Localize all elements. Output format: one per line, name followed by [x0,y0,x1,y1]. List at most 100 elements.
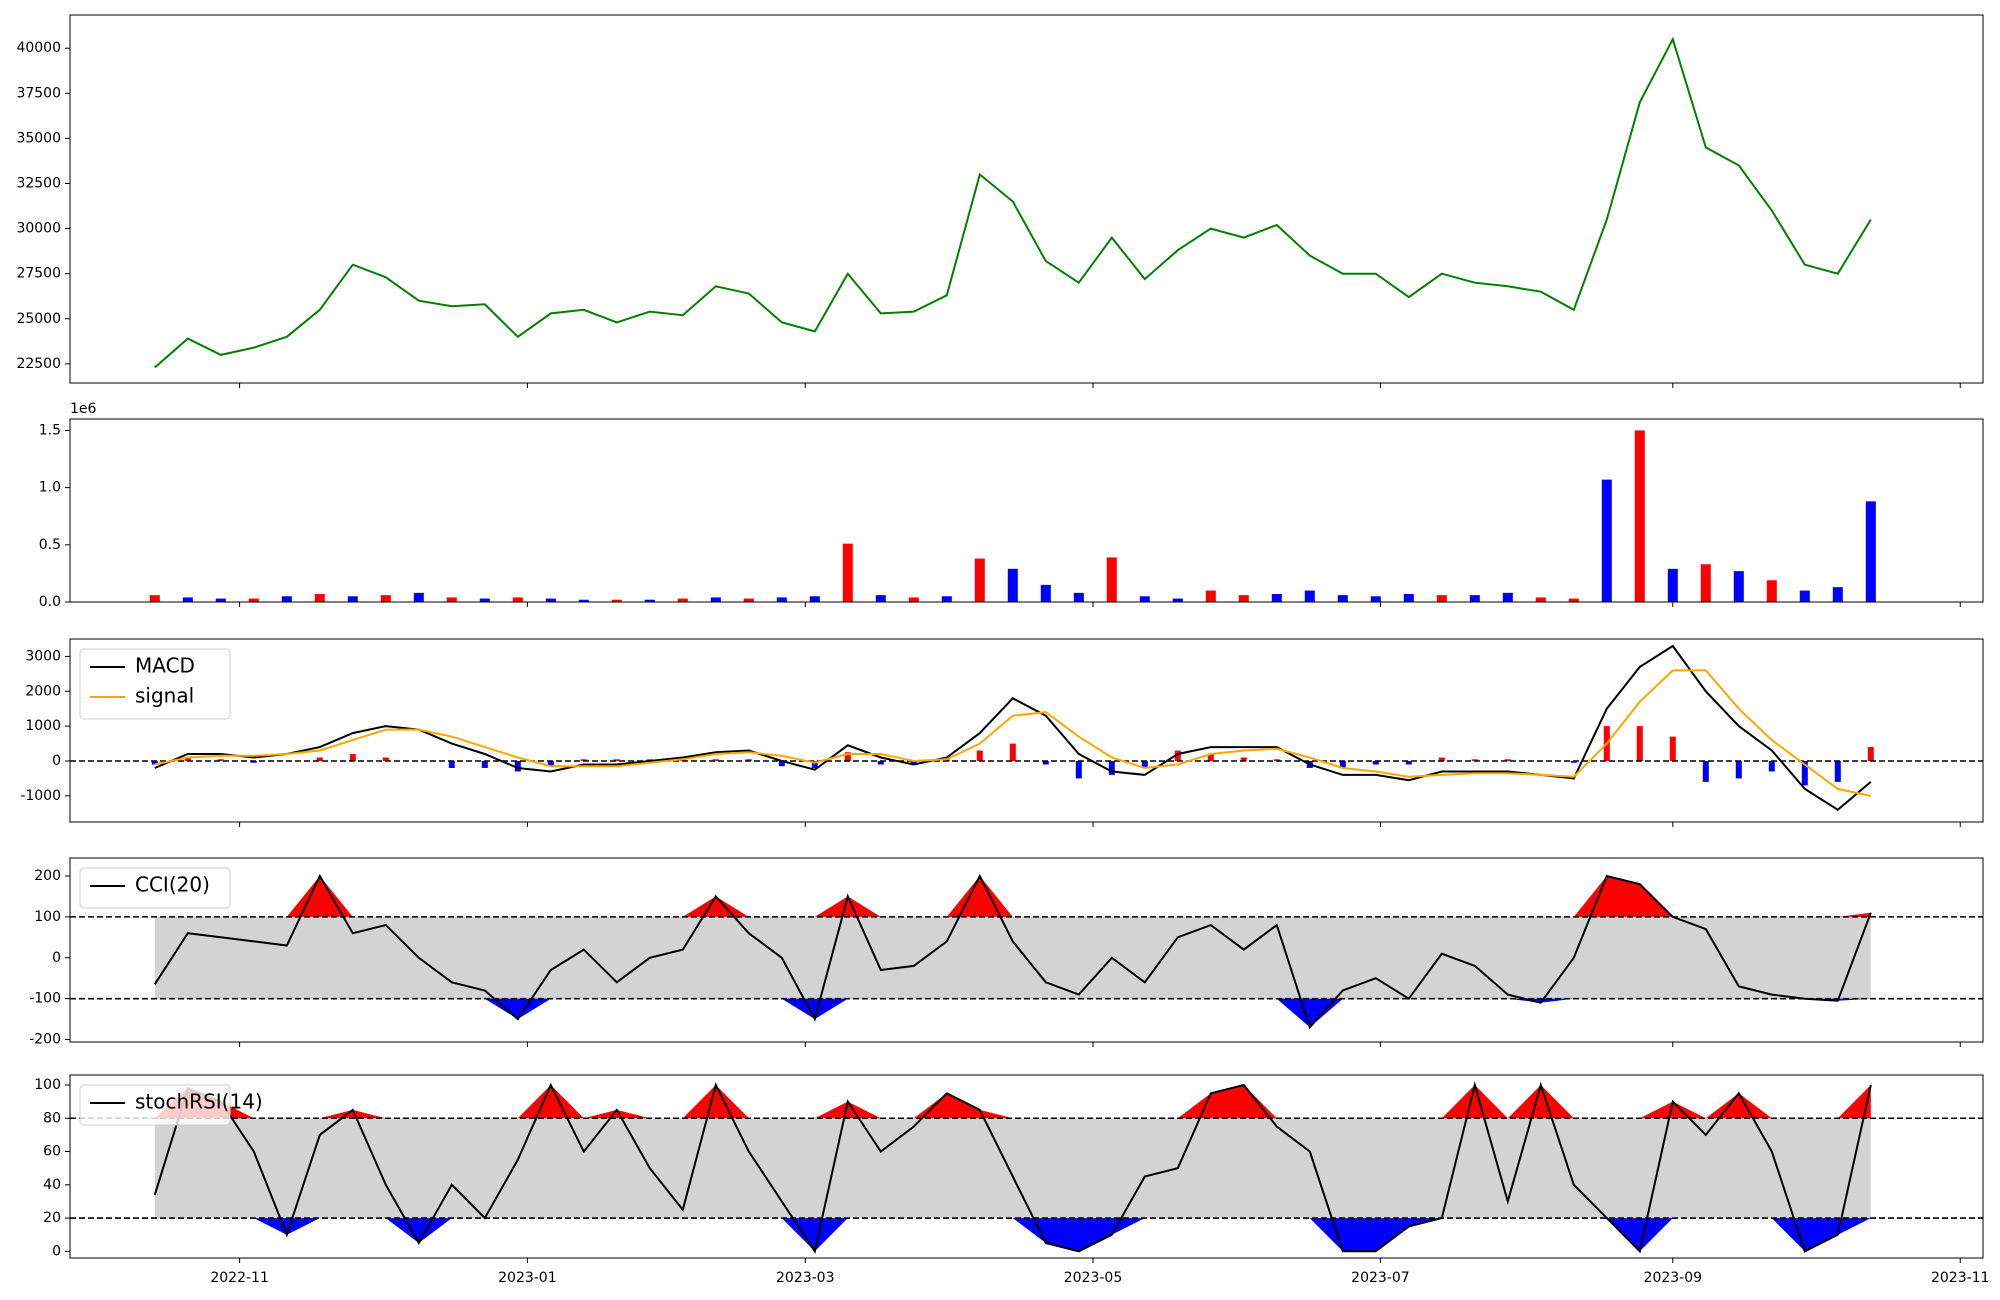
legend-label: stochRSI(14) [135,1090,263,1114]
volume-bar [1337,595,1348,602]
histogram-bar [1768,761,1775,772]
volume-bar [413,592,424,602]
y-tick-label: 1.5 [39,422,61,438]
volume-bar [1040,584,1051,602]
y-tick-label: 22500 [16,356,61,372]
volume-bar [1469,595,1480,602]
y-tick-label: 0.5 [39,537,61,553]
volume-bar [1139,596,1150,602]
histogram-bar [1075,761,1082,779]
volume-bar [776,597,787,602]
volume-bar [446,597,457,602]
histogram-bar [712,759,719,761]
series-line [154,669,1872,797]
series-line [153,1081,1872,1254]
volume-bar [1205,590,1216,602]
histogram-bar [1207,754,1214,761]
y-tick-label: 37500 [16,85,61,101]
volume-bar [974,558,985,602]
legend: stochRSI(14) [79,1084,263,1126]
volume-bar [1601,479,1612,602]
y-tick-label: 100 [34,1077,61,1093]
volume-bar [1238,595,1249,602]
plot-area [149,430,1876,602]
axes-frame [69,418,1984,603]
plot-area [70,873,1983,1030]
axes-frame [69,14,1984,384]
volume-bar [1502,592,1513,602]
histogram-bar [910,761,917,765]
volume-bar [1304,590,1315,602]
y-tick-label: 40000 [16,40,61,56]
volume-bar [809,596,820,602]
histogram-bar [976,750,983,761]
y-tick-label: 20 [43,1210,61,1226]
histogram-bar [1141,761,1148,768]
y-tick-label: 3000 [25,648,61,664]
volume-bar [1271,593,1282,602]
volume-bar [545,598,556,602]
x-tick-label: 2023-01 [498,1270,557,1286]
volume-bar [578,599,589,602]
y-tick-label: 27500 [16,266,61,282]
histogram-bar [1867,747,1874,761]
legend-label: signal [135,684,194,708]
y-tick-label: 0 [52,753,61,769]
histogram-bar [1372,761,1379,765]
below-fill [154,1218,1871,1252]
volume-bar [248,598,259,602]
volume-bar [908,597,919,602]
histogram-bar [778,761,785,767]
axes-frame [69,638,1984,823]
histogram-bar [382,757,389,761]
histogram-bar [811,761,818,768]
plot-area [154,36,1872,369]
histogram-bar [1339,761,1346,768]
histogram-bar [1636,726,1643,761]
plot-area [70,644,1983,812]
histogram-bar [1504,759,1511,761]
histogram-bar [613,759,620,761]
volume-bar [1667,568,1678,602]
volume-bar [215,598,226,602]
histogram-bar [1273,759,1280,761]
y-tick-label: 2000 [25,683,61,699]
volume-bar [1634,430,1645,602]
legend-label: CCI(20) [135,873,210,897]
histogram-bar [1438,757,1445,761]
histogram-bar [1669,736,1676,761]
histogram-bar [316,757,323,761]
band-fill [154,916,1871,999]
above-fill [154,1085,1871,1119]
histogram-bar [1240,757,1247,761]
volume-bar [1568,598,1579,602]
volume-bar [677,598,688,602]
y-tick-label: 0 [52,1243,61,1259]
offset-label: 1e6 [70,401,97,417]
volume-bar [1766,580,1777,602]
y-tick-label: 30000 [16,221,61,237]
volume-bar [1073,592,1084,602]
y-tick-label: -200 [29,1032,61,1048]
histogram-bar [1174,750,1181,761]
histogram-bar [184,757,191,761]
y-tick-label: 1.0 [39,480,61,496]
volume-bar [149,595,160,602]
y-tick-label: 0.0 [39,594,61,610]
volume-bar [1700,564,1711,602]
y-tick-label: 200 [34,868,61,884]
series-line [154,644,1872,812]
histogram-bar [1570,761,1577,763]
histogram-bar [1108,761,1115,775]
axes-frame [69,857,1984,1043]
histogram-bar [250,761,257,763]
histogram-bar [1834,761,1841,782]
plot-area [70,1081,1983,1254]
y-tick-label: 100 [34,909,61,925]
histogram-bar [877,761,884,765]
y-tick-label: 32500 [16,175,61,191]
y-tick-label: 1000 [25,718,61,734]
histogram-bar [745,759,752,761]
histogram-bar [547,761,554,767]
